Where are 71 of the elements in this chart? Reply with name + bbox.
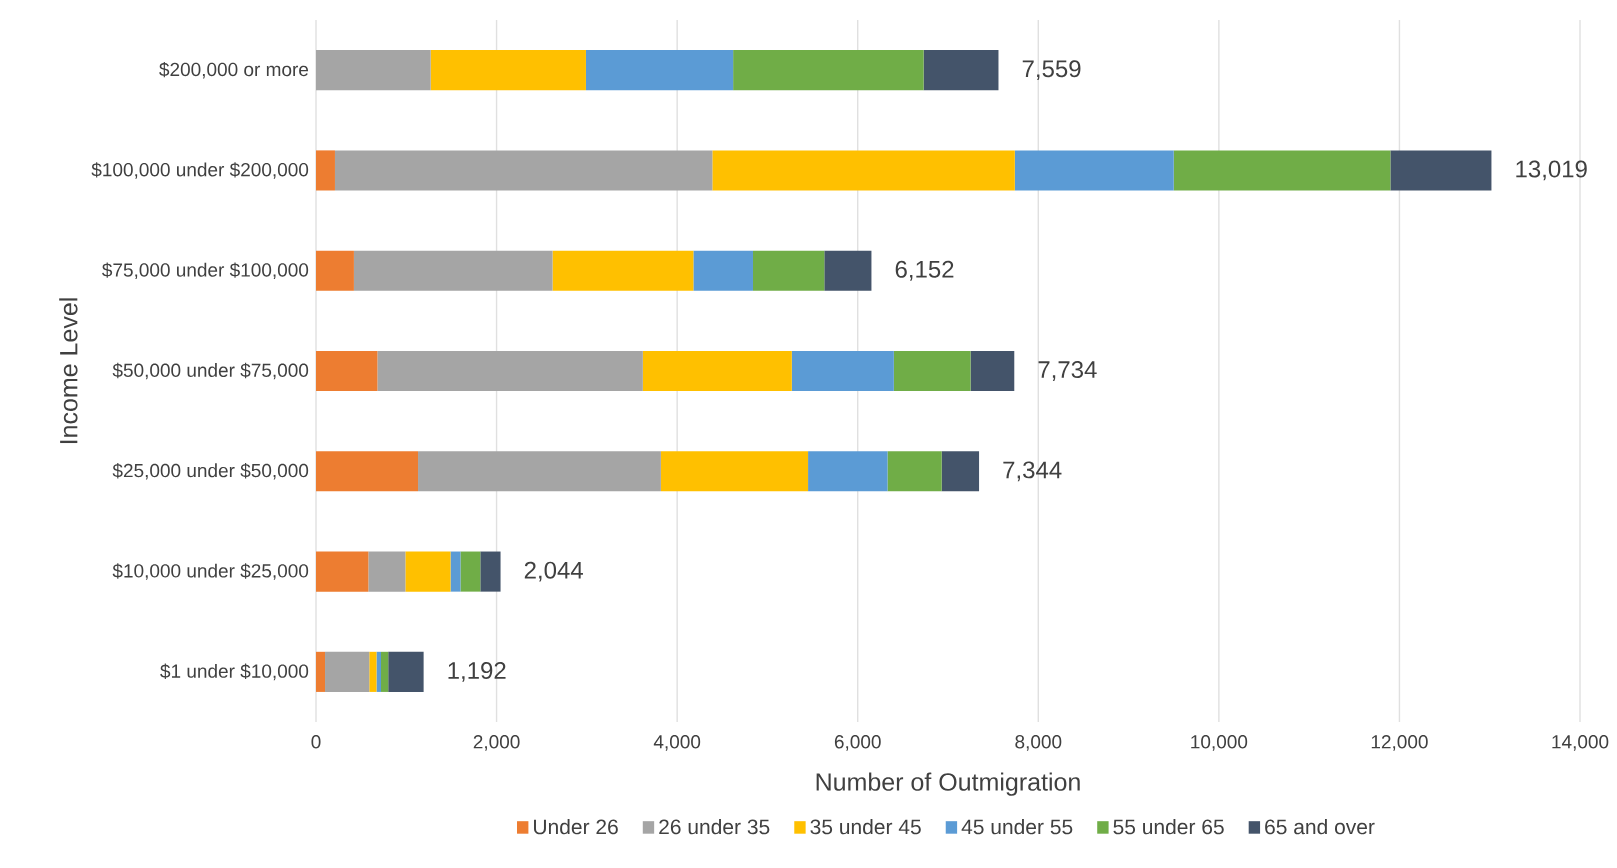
bar xyxy=(1173,150,1391,191)
legend-label: Under 26 xyxy=(534,818,618,835)
bar xyxy=(353,250,553,291)
bar xyxy=(808,451,888,492)
bar xyxy=(893,350,971,392)
total-label: 2,044 xyxy=(524,561,583,582)
y-tick-label: $75,000 under $100,000 xyxy=(102,262,309,279)
y-tick-label: $200,000 or more xyxy=(159,61,309,79)
bar xyxy=(376,651,382,692)
bar xyxy=(941,451,980,492)
x-axis-title: Number of Outmigration xyxy=(816,772,1080,796)
legend-label: 65 and over xyxy=(1265,818,1375,835)
bar xyxy=(1390,150,1492,191)
bar xyxy=(381,651,389,692)
legend-label: 45 under 55 xyxy=(961,818,1073,835)
bar xyxy=(887,451,942,492)
bar xyxy=(430,50,586,91)
bar xyxy=(405,551,451,592)
total-label: 7,734 xyxy=(1038,361,1097,381)
bar xyxy=(369,651,377,692)
y-tick-label: $50,000 under $75,000 xyxy=(112,362,309,380)
bar xyxy=(480,551,501,592)
bar xyxy=(752,250,825,291)
bar xyxy=(1014,150,1174,191)
bar xyxy=(660,451,809,492)
x-tick-label: 12,000 xyxy=(1371,735,1428,751)
x-tick-label: 14,000 xyxy=(1552,735,1609,751)
bar xyxy=(418,451,661,492)
total-label: 13,019 xyxy=(1516,160,1587,181)
total-label: 6,152 xyxy=(895,260,954,281)
bar xyxy=(450,551,461,592)
bar xyxy=(552,250,694,291)
bar xyxy=(368,551,406,592)
bar xyxy=(316,350,378,392)
y-tick-label: $25,000 under $50,000 xyxy=(112,463,309,480)
y-tick-label: $1 under $10,000 xyxy=(160,663,309,681)
bar xyxy=(316,50,431,91)
bar xyxy=(733,50,924,91)
total-label: 7,344 xyxy=(1003,461,1062,482)
x-tick-label: 0 xyxy=(311,735,321,749)
bar xyxy=(712,150,1015,191)
x-tick-label: 4,000 xyxy=(653,735,701,751)
legend-label: 35 under 45 xyxy=(810,818,921,835)
y-tick-label: $10,000 under $25,000 xyxy=(112,563,309,580)
x-tick-label: 6,000 xyxy=(834,735,881,751)
bar xyxy=(693,250,753,291)
bar xyxy=(824,250,872,291)
legend-label: 55 under 65 xyxy=(1113,818,1224,835)
bar xyxy=(388,651,424,692)
bar xyxy=(334,150,713,191)
bar xyxy=(316,451,419,492)
bar xyxy=(316,651,326,692)
bar xyxy=(316,250,354,291)
total-label: 7,559 xyxy=(1022,60,1081,81)
bar xyxy=(460,551,481,592)
bar xyxy=(970,350,1015,392)
y-tick-label: $100,000 under $200,000 xyxy=(91,162,309,179)
bar xyxy=(642,350,792,392)
bar xyxy=(923,50,999,91)
x-tick-label: 2,000 xyxy=(473,735,520,751)
legend-label: 26 under 35 xyxy=(659,818,770,835)
x-tick-label: 10,000 xyxy=(1191,735,1248,751)
bar xyxy=(791,350,894,392)
bar xyxy=(377,350,643,392)
bar xyxy=(585,50,734,91)
bar xyxy=(316,551,369,592)
y-axis-title: Income Level xyxy=(59,298,78,444)
bar xyxy=(325,651,370,692)
total-label: 1,192 xyxy=(448,661,506,682)
x-tick-label: 8,000 xyxy=(1015,735,1062,751)
bar xyxy=(316,150,335,191)
